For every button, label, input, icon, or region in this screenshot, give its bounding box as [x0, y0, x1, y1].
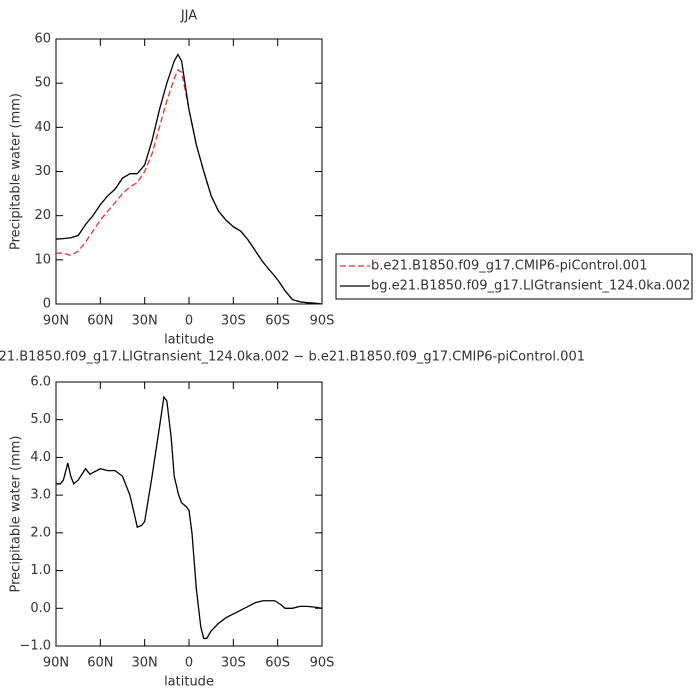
x-tick-label: 0 [185, 314, 193, 329]
x-tick-label: 90N [43, 656, 69, 671]
x-axis-label: latitude [164, 675, 214, 690]
x-tick-label: 30N [132, 656, 158, 671]
legend-label: b.e21.B1850.f09_g17.CMIP6-piControl.001 [371, 259, 647, 274]
data-line [56, 68, 323, 305]
y-tick-label: 20 [34, 208, 51, 223]
y-tick-label: 4.0 [30, 450, 51, 465]
x-tick-label: 60S [265, 656, 290, 671]
y-tick-label: 60 [34, 32, 51, 47]
x-axis-label: latitude [164, 333, 214, 348]
y-axis-label: Precipitable water (mm) [9, 93, 24, 250]
y-tick-label: 0 [43, 297, 51, 312]
y-tick-label: 6.0 [30, 375, 51, 390]
y-tick-label: 0.0 [30, 601, 51, 616]
chart-title: bg.e21.B1850.f09_g17.LIGtransient_124.0k… [0, 350, 585, 365]
y-tick-label: 1.0 [30, 563, 51, 578]
x-tick-label: 90S [310, 314, 335, 329]
x-tick-label: 30N [132, 314, 158, 329]
legend-label: bg.e21.B1850.f09_g17.LIGtransient_124.0k… [371, 279, 690, 294]
x-tick-label: 30S [221, 656, 246, 671]
x-tick-label: 60N [87, 656, 113, 671]
chart-title: JJA [180, 9, 197, 24]
y-tick-label: 5.0 [30, 412, 51, 427]
y-tick-label: 30 [34, 164, 51, 179]
y-tick-label: −1.0 [19, 639, 51, 654]
y-tick-label: 2.0 [30, 525, 51, 540]
y-tick-label: 10 [34, 252, 51, 267]
legend-box [335, 253, 693, 300]
y-axis-label: Precipitable water (mm) [9, 436, 24, 593]
y-tick-label: 3.0 [30, 488, 51, 503]
x-tick-label: 30S [221, 314, 246, 329]
data-line [55, 53, 323, 305]
y-tick-label: 50 [34, 76, 51, 91]
y-tick-label: 40 [34, 120, 51, 135]
x-tick-label: 60S [265, 314, 290, 329]
x-tick-label: 0 [185, 656, 193, 671]
x-tick-label: 90N [43, 314, 69, 329]
plot-frame [55, 38, 323, 305]
data-line [56, 395, 323, 640]
x-tick-label: 60N [87, 314, 113, 329]
x-tick-label: 90S [310, 656, 335, 671]
